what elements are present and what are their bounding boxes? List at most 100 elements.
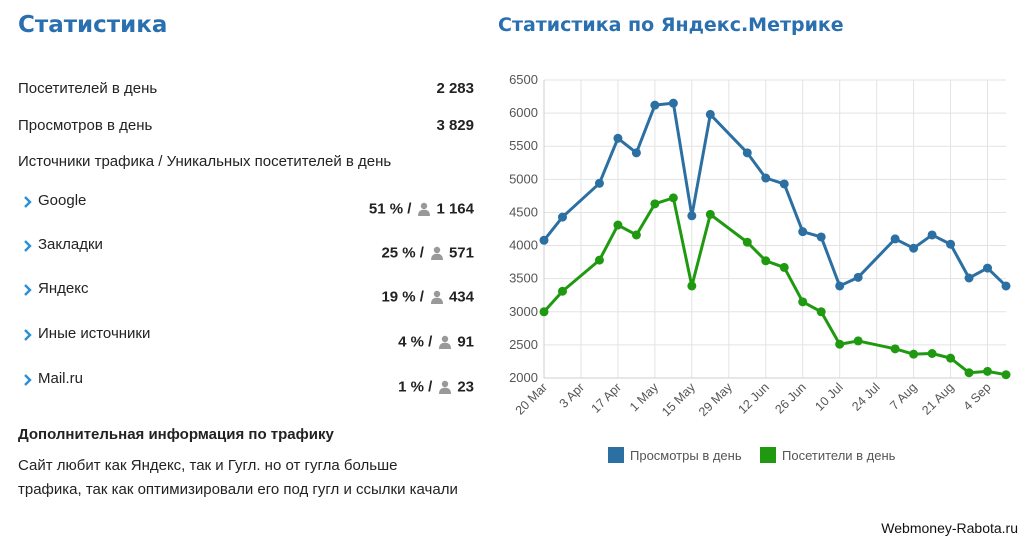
data-point	[779, 262, 789, 272]
source-percent: 4 % /	[398, 333, 433, 351]
data-point	[946, 353, 956, 363]
source-count: 571	[448, 244, 474, 262]
data-point	[705, 209, 715, 219]
user-icon	[418, 202, 431, 216]
series-line-views	[542, 101, 1008, 288]
x-tick-label: 26 Jun	[772, 380, 808, 416]
chevron-right-icon	[24, 240, 32, 252]
series-line-visitors	[542, 196, 1007, 377]
x-tick-label: 21 Aug	[919, 380, 956, 417]
x-tick-label: 12 Jun	[735, 380, 771, 416]
data-point	[687, 211, 697, 221]
source-percent: 19 % /	[381, 288, 424, 306]
data-point	[631, 230, 641, 240]
y-tick-label: 6000	[509, 105, 538, 120]
legend-swatch	[608, 447, 624, 463]
y-tick-label: 5500	[509, 138, 538, 153]
data-point	[890, 234, 900, 244]
y-tick-label: 4000	[509, 238, 538, 253]
y-tick-label: 4500	[509, 204, 538, 219]
data-point	[742, 148, 752, 158]
data-point	[594, 178, 604, 188]
data-point	[927, 348, 937, 358]
views-label: Просмотров в день	[18, 117, 153, 134]
source-count: 23	[457, 378, 474, 396]
data-point	[983, 366, 993, 376]
y-tick-label: 2000	[509, 370, 538, 385]
data-point	[705, 109, 715, 119]
source-stat: 4 % / 91	[398, 333, 474, 351]
views-value: 3 829	[436, 117, 474, 134]
user-icon	[439, 335, 452, 349]
data-point	[539, 235, 549, 245]
source-name[interactable]: Яндекс	[38, 280, 89, 297]
source-count: 1 164	[436, 200, 474, 218]
source-name[interactable]: Иные источники	[38, 325, 151, 342]
x-tick-label: 17 Apr	[589, 380, 624, 415]
x-tick-label: 24 Jul	[849, 380, 882, 413]
source-percent: 51 % /	[368, 200, 412, 218]
visitors-value: 2 283	[436, 80, 474, 97]
data-point	[668, 98, 678, 108]
source-name[interactable]: Закладки	[38, 236, 103, 253]
y-tick-label: 6500	[509, 72, 538, 87]
source-count: 91	[457, 333, 474, 351]
data-point	[1001, 281, 1011, 291]
sources-header: Источники трафика / Уникальных посетител…	[18, 153, 392, 170]
data-point	[816, 307, 826, 317]
chevron-right-icon	[24, 374, 32, 386]
legend-label: Просмотры в день	[630, 448, 742, 463]
x-tick-label: 15 May	[659, 380, 698, 419]
data-point	[909, 243, 919, 253]
x-tick-label: 29 May	[696, 380, 735, 419]
stats-title: Статистика	[18, 12, 168, 38]
extra-info-text: Сайт любит как Яндекс, так и Гугл. но от…	[18, 457, 458, 498]
data-point	[816, 232, 826, 242]
source-name[interactable]: Mail.ru	[38, 370, 84, 387]
data-point	[946, 239, 956, 249]
x-tick-label: 4 Sep	[961, 380, 994, 413]
data-point	[557, 212, 567, 222]
data-point	[927, 230, 937, 240]
data-point	[631, 148, 641, 158]
chevron-right-icon	[24, 329, 32, 341]
data-point	[835, 339, 845, 349]
y-tick-label: 3000	[509, 304, 538, 319]
x-tick-label: 3 Apr	[557, 380, 588, 411]
data-point	[983, 263, 993, 273]
source-stat: 1 % / 23	[398, 378, 474, 396]
data-point	[742, 237, 752, 247]
x-tick-label: 7 Aug	[887, 380, 920, 413]
data-point	[853, 272, 863, 282]
watermark: Webmoney-Rabota.ru	[881, 520, 1018, 536]
chevron-right-icon	[24, 284, 32, 296]
source-count: 434	[448, 288, 474, 306]
source-percent: 25 % /	[381, 244, 424, 262]
data-point	[964, 368, 974, 378]
extra-info-title: Дополнительная информация по трафику	[18, 426, 334, 443]
visitors-label: Посетителей в день	[18, 80, 158, 97]
data-point	[668, 193, 678, 203]
legend-label: Посетители в день	[782, 448, 896, 463]
data-point	[798, 227, 808, 237]
source-stat: 51 % / 1 164	[369, 200, 474, 218]
data-point	[687, 281, 697, 291]
data-point	[613, 220, 623, 230]
data-point	[613, 133, 623, 143]
data-point	[761, 173, 771, 183]
data-point	[890, 344, 900, 354]
chevron-right-icon	[24, 196, 32, 208]
metrika-chart-title: Статистика по Яндекс.Метрике	[498, 14, 844, 36]
source-name[interactable]: Google	[38, 192, 87, 209]
y-tick-label: 5000	[509, 171, 538, 186]
data-point	[853, 336, 863, 346]
user-icon	[439, 380, 452, 394]
y-tick-label: 2500	[509, 337, 538, 352]
data-point	[798, 297, 808, 307]
source-stat: 25 % / 571	[381, 244, 474, 262]
x-tick-label: 20 Mar	[513, 380, 550, 417]
source-stat: 19 % / 434	[381, 288, 474, 306]
data-point	[761, 256, 771, 266]
data-point	[557, 286, 567, 296]
